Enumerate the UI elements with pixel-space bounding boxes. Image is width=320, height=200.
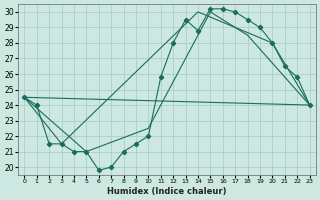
X-axis label: Humidex (Indice chaleur): Humidex (Indice chaleur) bbox=[107, 187, 227, 196]
